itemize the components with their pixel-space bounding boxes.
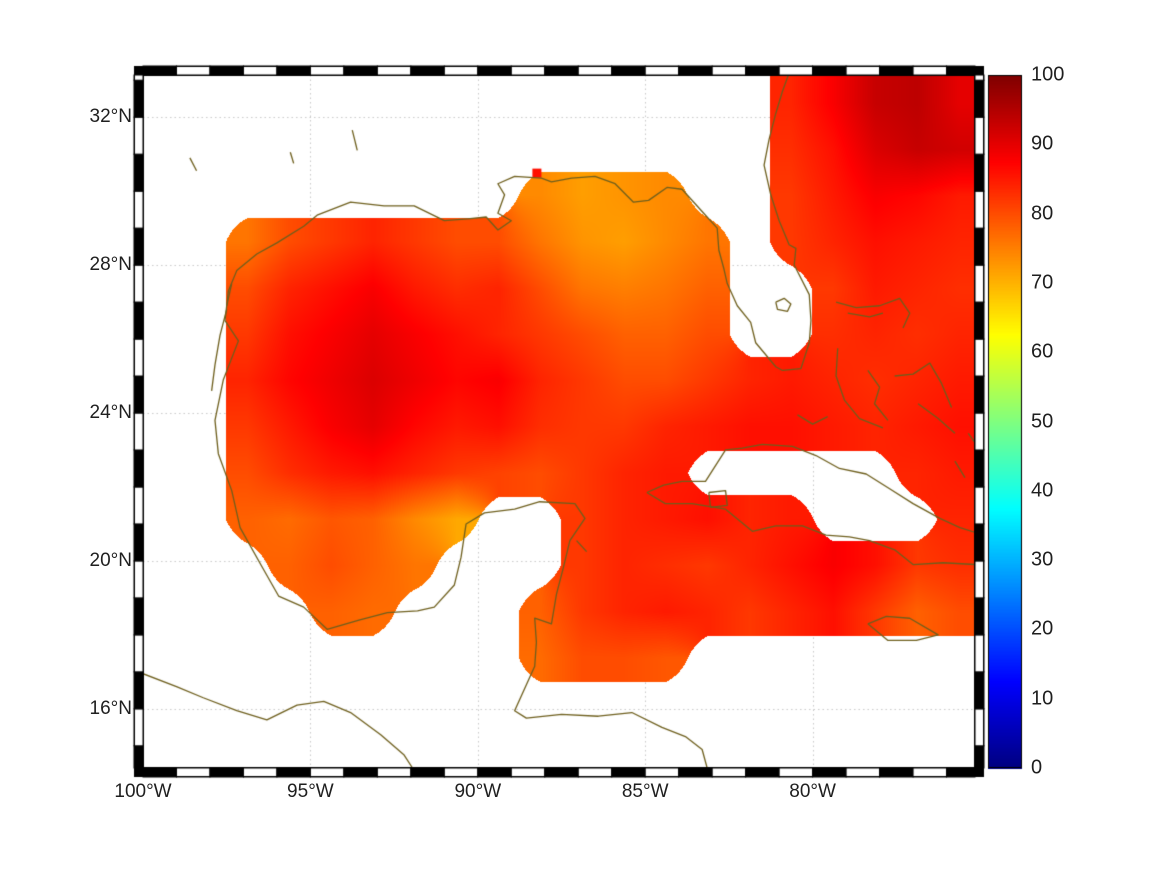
figure: 100°W 95°W 90°W 85°W 80°W 32°N 28°N 24°N 20°N 16°… xyxy=(0,0,1167,875)
map-heatmap-canvas xyxy=(0,0,1167,875)
